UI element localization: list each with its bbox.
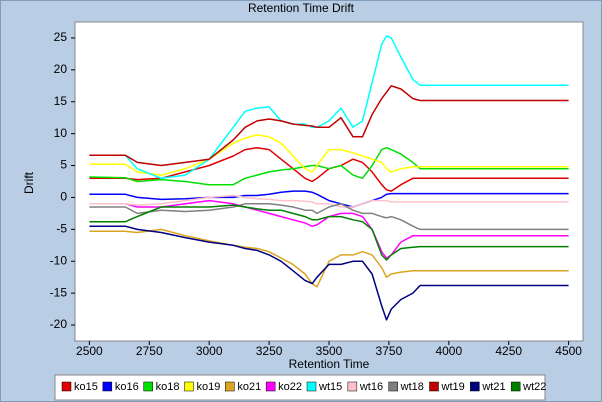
x-axis-label: Retention Time <box>289 357 370 371</box>
series-line <box>89 146 569 186</box>
legend <box>54 374 546 401</box>
y-axis-label: Drift <box>22 171 36 194</box>
legend-label: wt19 <box>441 381 465 393</box>
series-line <box>89 190 569 208</box>
x-tick-label: 3000 <box>196 344 223 358</box>
y-tick-label: 10 <box>54 126 68 140</box>
legend-label: ko15 <box>74 381 98 393</box>
y-tick-label: 0 <box>60 190 67 204</box>
x-tick-label: 3750 <box>376 344 403 358</box>
series-line <box>89 203 569 231</box>
x-tick-label: 4250 <box>495 344 522 358</box>
series-line <box>89 225 569 321</box>
chart-title: Retention Time Drift <box>248 1 355 15</box>
legend-swatch <box>102 381 113 392</box>
x-tick-label: 2750 <box>136 344 163 358</box>
legend-swatch <box>347 381 358 392</box>
legend-swatch <box>510 381 521 392</box>
legend-label: ko21 <box>237 381 261 393</box>
legend-label: wt16 <box>359 381 383 393</box>
legend-swatch <box>225 381 235 392</box>
y-tick-label: 5 <box>60 158 67 172</box>
y-tick-label: 15 <box>54 94 68 108</box>
y-tick-label: -15 <box>50 285 68 299</box>
legend-swatch <box>61 381 72 392</box>
legend-swatch <box>429 381 439 392</box>
series-line <box>89 35 569 180</box>
legend-label: ko19 <box>197 381 221 393</box>
legend-swatch <box>388 381 398 392</box>
legend-label: wt22 <box>522 381 546 393</box>
y-tick-label: 25 <box>54 30 68 44</box>
x-tick-label: 3250 <box>256 344 283 358</box>
legend-swatch <box>470 381 480 392</box>
x-tick-label: 4500 <box>555 344 582 358</box>
legend-label: wt21 <box>481 381 505 393</box>
series-line <box>89 85 569 167</box>
y-tick-label: -10 <box>50 253 68 267</box>
legend-label: wt18 <box>400 381 424 393</box>
series-line <box>89 194 569 208</box>
legend-swatch <box>265 381 276 392</box>
y-tick-label: -5 <box>56 222 67 236</box>
series-line <box>89 134 569 176</box>
x-tick-label: 4000 <box>435 344 462 358</box>
series-line <box>89 204 569 261</box>
x-tick-label: 2500 <box>76 344 103 358</box>
plot-area <box>74 21 584 342</box>
y-tick-label: 20 <box>54 62 68 76</box>
legend-label: ko16 <box>115 381 139 393</box>
legend-label: wt15 <box>318 381 342 393</box>
x-tick-label: 3500 <box>316 344 343 358</box>
legend-swatch <box>143 381 153 392</box>
legend-label: ko18 <box>156 381 180 393</box>
legend-label: ko22 <box>278 381 302 393</box>
legend-swatch <box>184 381 194 392</box>
y-tick-label: -20 <box>50 317 68 331</box>
legend-swatch <box>306 381 317 392</box>
